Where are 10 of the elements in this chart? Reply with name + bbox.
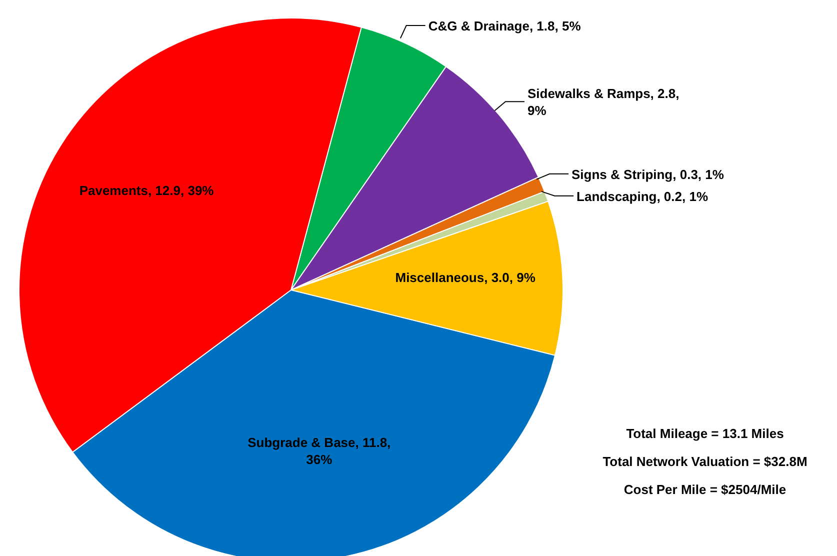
slice-label: C&G & Drainage, 1.8, 5% — [428, 18, 582, 34]
text: Total Mileage = 13.1 Miles — [625, 425, 785, 443]
slice-label: Sidewalks & Ramps, 2.8, 9% — [527, 86, 680, 118]
text: Total Network Valuation = $32.8M — [602, 453, 808, 471]
text: Cost Per Mile = $2504/Mile — [622, 481, 788, 499]
slice-label: Pavements, 12.9, 39% — [79, 182, 214, 198]
slice-label: Signs & Striping, 0.3, 1% — [572, 166, 724, 182]
slice-label: Miscellaneous, 3.0, 9% — [395, 269, 536, 284]
slice-label: Landscaping, 0.2, 1% — [576, 188, 708, 204]
slice-label: Subgrade & Base, 11.8, 36% — [248, 434, 391, 466]
